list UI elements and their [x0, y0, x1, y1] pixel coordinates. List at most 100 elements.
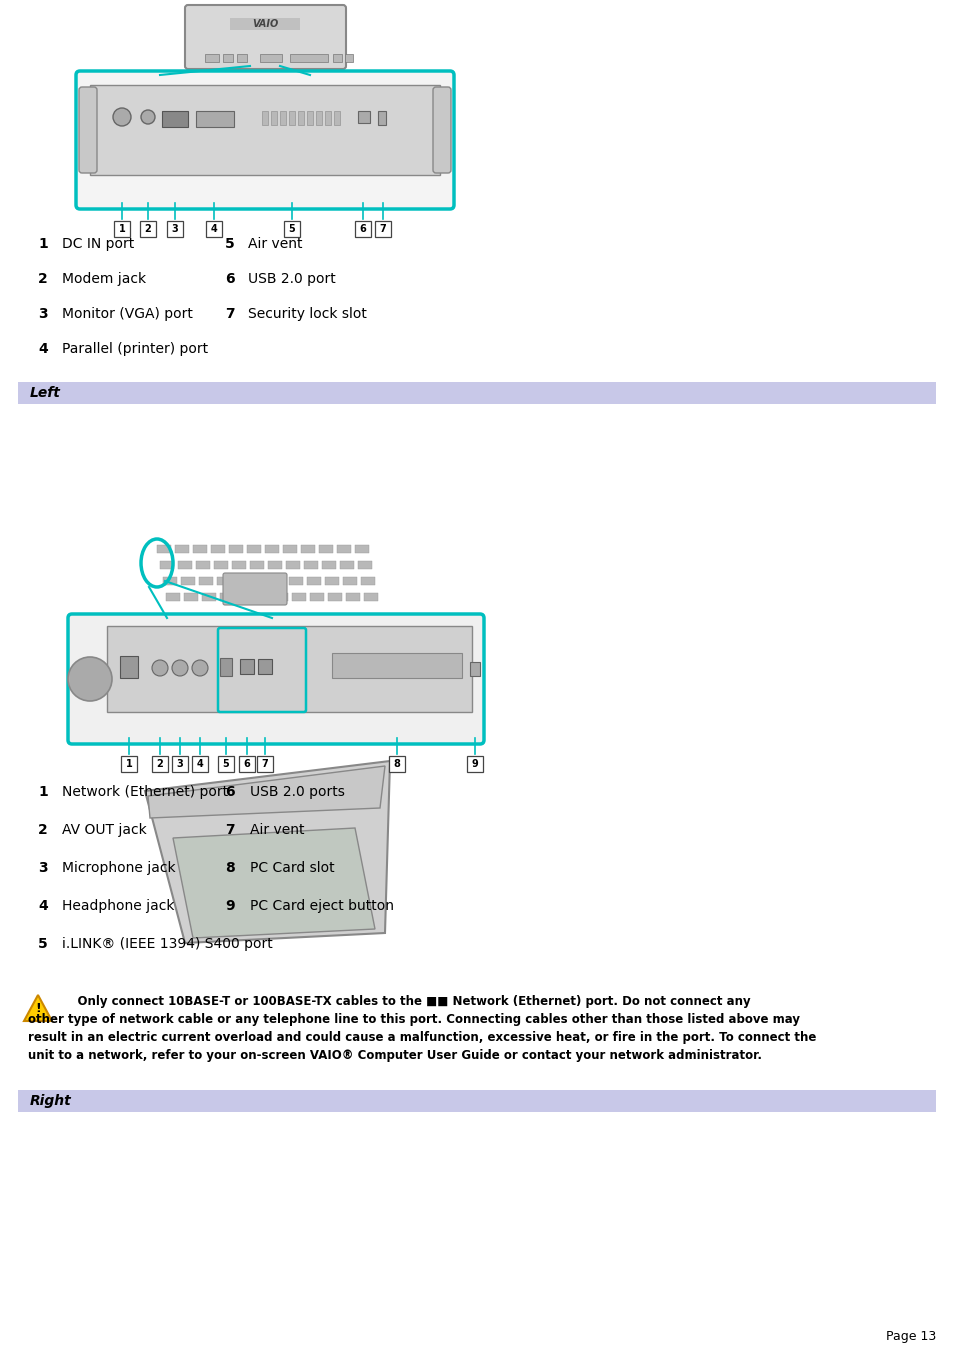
Bar [301, 544, 314, 553]
Bar [467, 757, 482, 771]
Text: 8: 8 [394, 759, 400, 769]
Bar [192, 757, 208, 771]
Text: 8: 8 [225, 861, 234, 875]
Bar [229, 544, 243, 553]
Bar [336, 544, 351, 553]
Bar [297, 111, 304, 126]
Text: 1: 1 [38, 236, 48, 251]
Bar [339, 561, 354, 569]
Bar [107, 626, 472, 712]
Bar [140, 222, 156, 236]
Bar [257, 659, 272, 674]
Bar [236, 54, 247, 62]
Bar [271, 577, 285, 585]
Bar [389, 757, 405, 771]
Bar [213, 561, 228, 569]
Bar [195, 111, 233, 127]
Text: USB 2.0 port: USB 2.0 port [248, 272, 335, 286]
Text: 4: 4 [196, 759, 203, 769]
Bar [163, 577, 177, 585]
Bar [315, 111, 322, 126]
Text: Parallel (printer) port: Parallel (printer) port [62, 342, 208, 357]
Text: 2: 2 [145, 224, 152, 234]
Text: Microphone jack: Microphone jack [62, 861, 175, 875]
Bar [220, 658, 232, 676]
Bar [310, 593, 324, 601]
FancyBboxPatch shape [79, 86, 97, 173]
Bar [223, 54, 233, 62]
Bar [346, 593, 359, 601]
Bar [284, 222, 299, 236]
Text: Headphone jack: Headphone jack [62, 898, 174, 913]
Text: 7: 7 [261, 759, 268, 769]
Bar [256, 757, 273, 771]
Bar [166, 593, 180, 601]
Bar [220, 593, 233, 601]
Circle shape [172, 661, 188, 676]
Bar [202, 593, 215, 601]
Text: 3: 3 [38, 307, 48, 322]
Text: 5: 5 [225, 236, 234, 251]
Bar [237, 593, 252, 601]
Text: Right: Right [30, 1094, 71, 1108]
Bar [253, 577, 267, 585]
Bar [364, 593, 377, 601]
Text: 6: 6 [243, 759, 250, 769]
Bar [234, 577, 249, 585]
Text: VAIO: VAIO [252, 19, 278, 28]
Bar [377, 111, 386, 126]
Bar [322, 561, 335, 569]
Bar [325, 577, 338, 585]
Bar [184, 593, 198, 601]
Text: PC Card eject button: PC Card eject button [250, 898, 394, 913]
Circle shape [141, 109, 154, 124]
Bar [152, 757, 168, 771]
Text: Security lock slot: Security lock slot [248, 307, 367, 322]
Bar [162, 111, 188, 127]
Text: 7: 7 [225, 307, 234, 322]
Bar [470, 662, 479, 676]
Bar [193, 544, 207, 553]
Bar [333, 54, 341, 62]
Bar [232, 561, 246, 569]
Bar [332, 653, 461, 678]
Text: 5: 5 [38, 938, 48, 951]
Bar [174, 544, 189, 553]
Bar [292, 593, 306, 601]
Text: 1: 1 [126, 759, 132, 769]
Bar [230, 18, 299, 30]
Bar [239, 757, 254, 771]
Polygon shape [145, 761, 390, 943]
Text: 9: 9 [471, 759, 477, 769]
Polygon shape [172, 828, 375, 938]
Text: 1: 1 [38, 785, 48, 798]
Text: 7: 7 [225, 823, 234, 838]
Text: AV OUT jack: AV OUT jack [62, 823, 147, 838]
Text: 4: 4 [211, 224, 217, 234]
Bar [271, 111, 276, 126]
Bar [343, 577, 356, 585]
Bar [318, 544, 333, 553]
Bar [268, 561, 282, 569]
Bar [286, 561, 299, 569]
Bar [325, 111, 331, 126]
Text: 1: 1 [118, 224, 125, 234]
Text: 3: 3 [176, 759, 183, 769]
Bar [262, 111, 268, 126]
Text: 3: 3 [38, 861, 48, 875]
Bar [181, 577, 194, 585]
Bar [178, 561, 192, 569]
Bar [307, 577, 320, 585]
Bar [18, 1090, 935, 1112]
Circle shape [68, 657, 112, 701]
Text: 2: 2 [38, 823, 48, 838]
Bar [289, 111, 294, 126]
Bar [205, 54, 219, 62]
Text: 7: 7 [379, 224, 386, 234]
Bar [334, 111, 339, 126]
Bar [355, 544, 369, 553]
Bar [357, 111, 370, 123]
Bar [218, 757, 233, 771]
Text: 9: 9 [225, 898, 234, 913]
FancyBboxPatch shape [76, 72, 454, 209]
